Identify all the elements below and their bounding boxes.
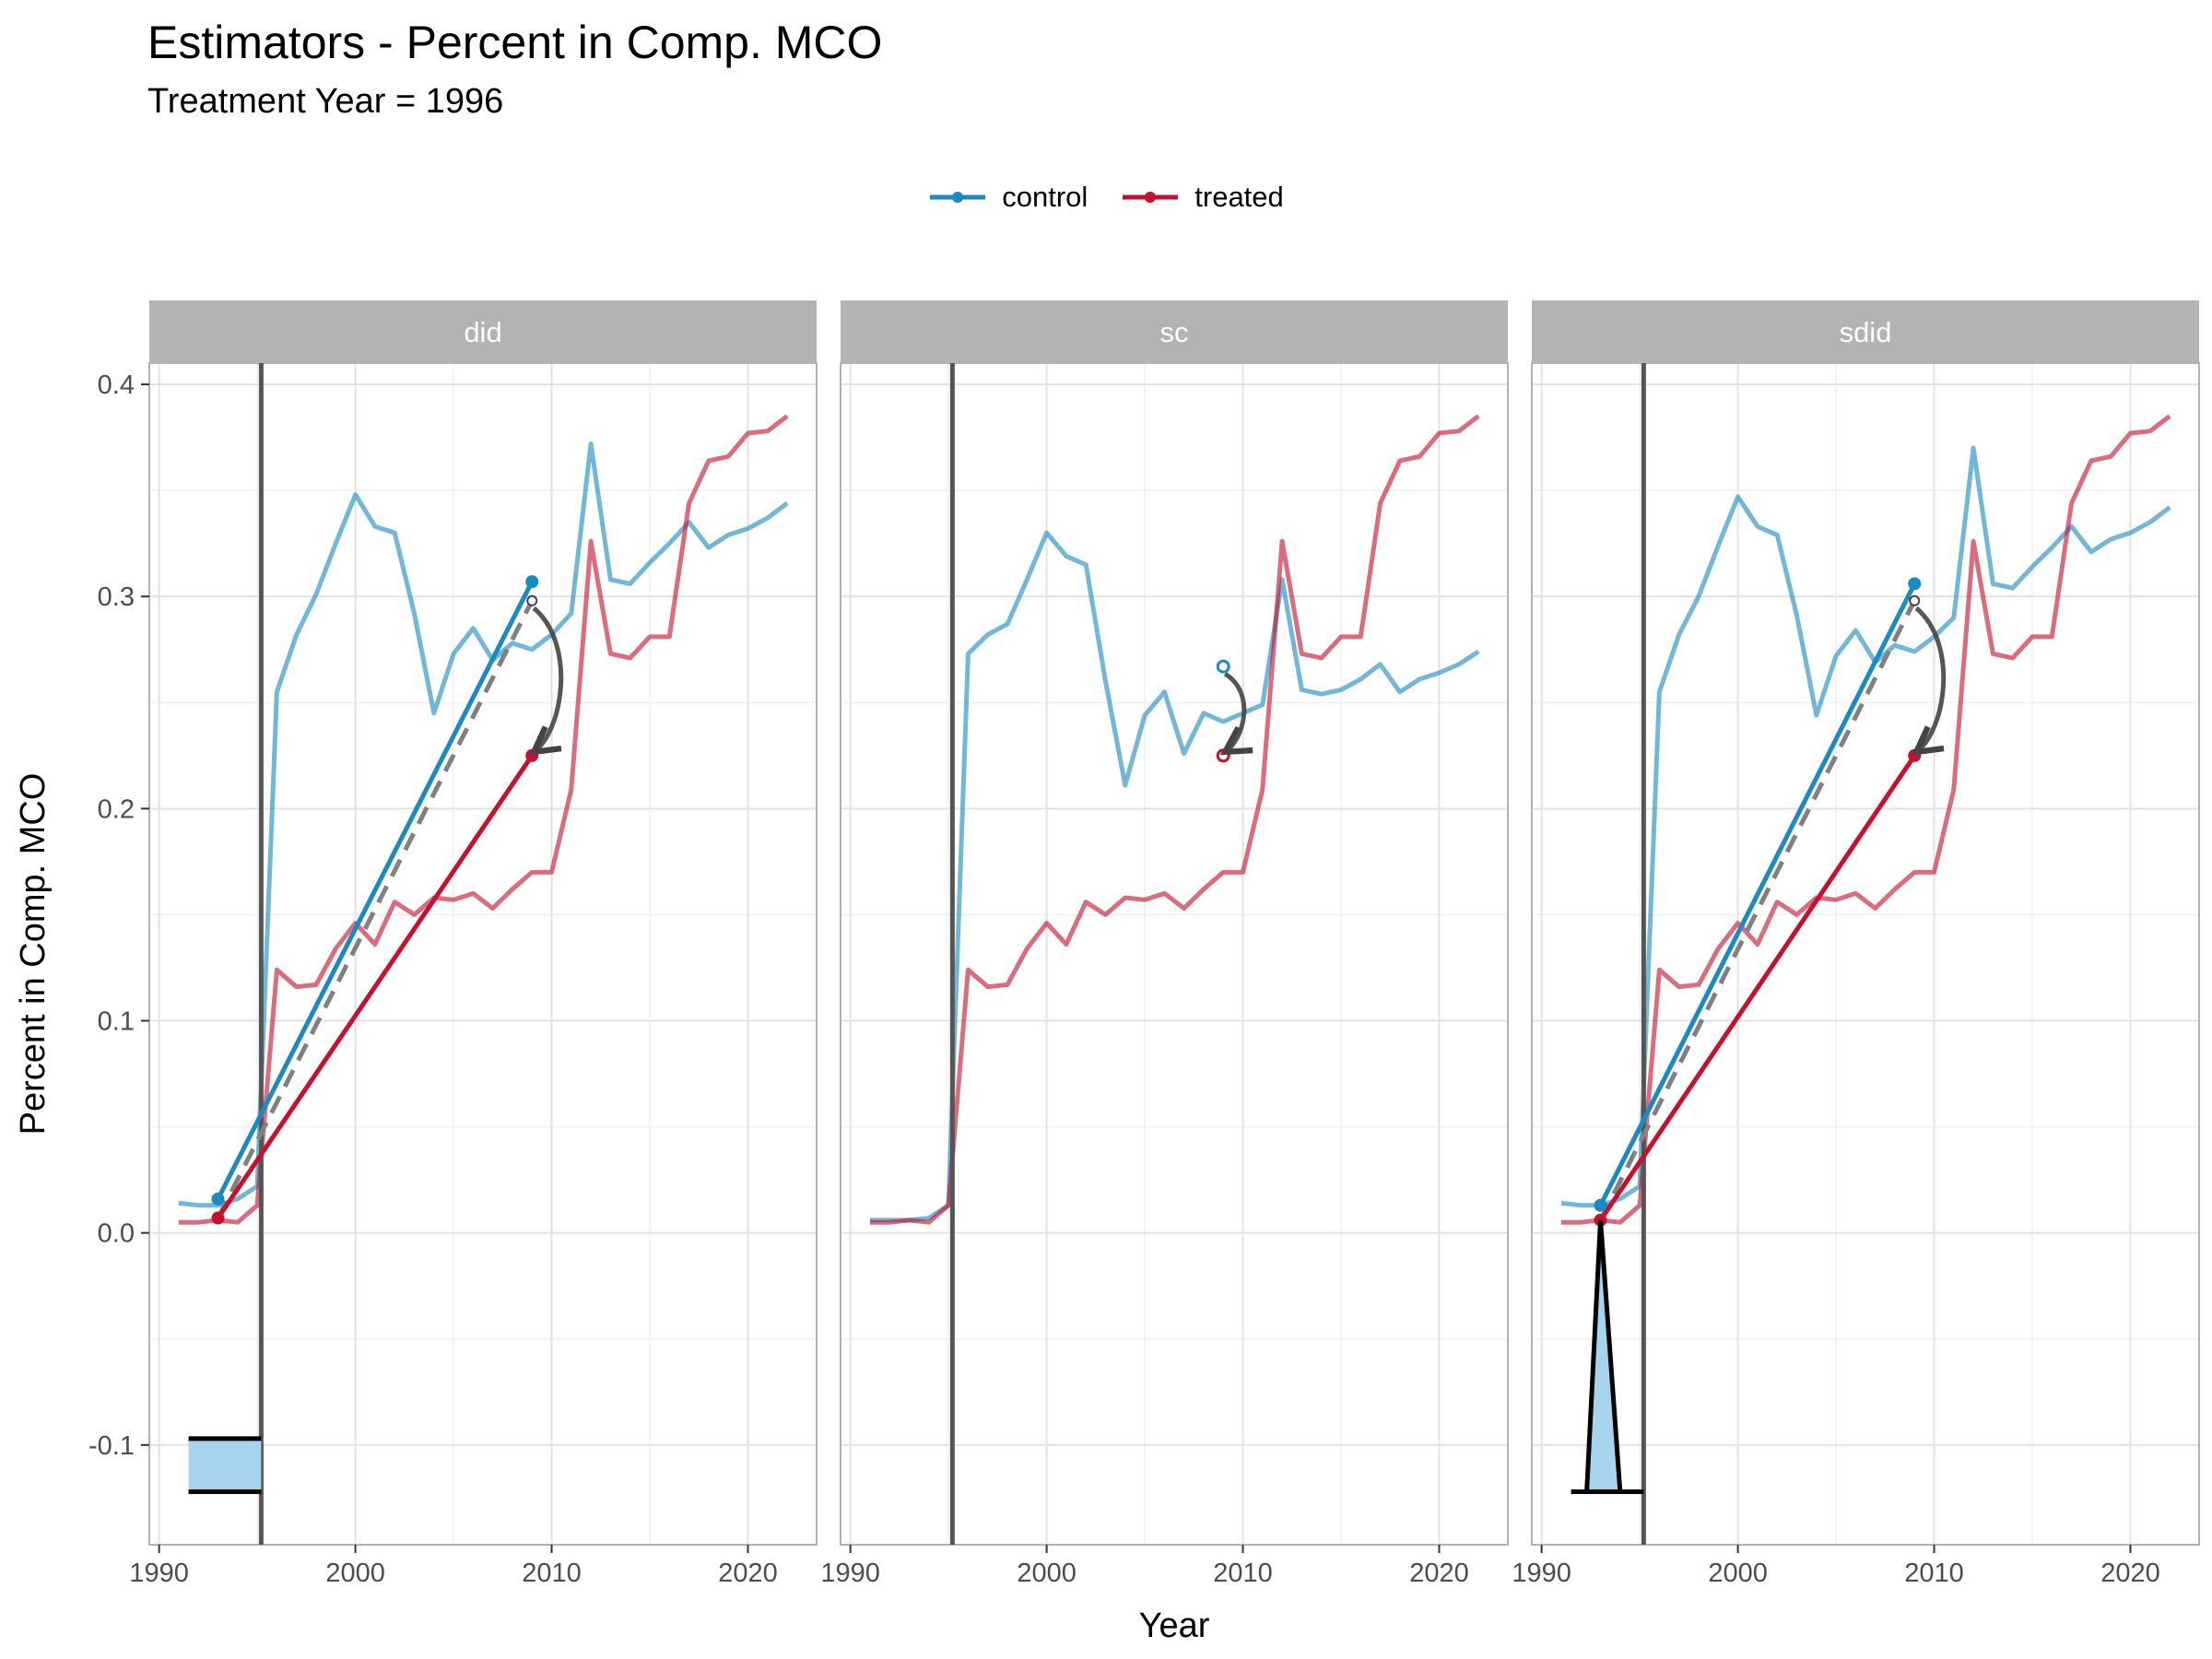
x-tick-label: 2000 [1017,1559,1077,1588]
estimator-point-control [1594,1198,1607,1212]
effect-arrow [1225,672,1244,752]
x-tick-label: 2000 [325,1559,385,1588]
x-tick-label: 1990 [820,1559,880,1588]
facet-label-sdid: sdid [1840,316,1892,348]
panel-border [148,362,818,1546]
legend-item-treated: treated [1121,181,1284,214]
legend: control treated [0,181,2212,214]
counterfactual-line [1598,599,1917,1221]
x-tick-label: 2000 [1708,1559,1768,1588]
x-tick-label: 1990 [1512,1559,1571,1588]
series-line-control [869,530,1480,1223]
legend-item-control: control [928,181,1088,214]
y-tick-label: -0.1 [88,1431,135,1461]
chart-title: Estimators - Percent in Comp. MCO [147,17,883,68]
counterfactual-line [216,599,535,1219]
x-tick-label: 2010 [522,1559,582,1588]
panel-sc: sc 1990 2000 2010 2020 [820,300,1509,1588]
y-tick-label: 0.3 [98,582,135,612]
legend-key-control [930,192,986,203]
effect-arrow [1916,606,1947,752]
series-line-treated [178,414,789,1225]
facet-strip-sdid [1532,300,2199,363]
estimator-line-control [1598,582,1917,1206]
x-tick-label: 1990 [129,1559,189,1588]
facet-label-sc: sc [1160,316,1189,348]
estimator-point-control [525,575,539,589]
x-tick-label: 2020 [2100,1559,2160,1588]
y-tick-label: 0.0 [98,1219,135,1249]
legend-key-treated [1123,192,1179,203]
estimator-point-treated [211,1211,225,1225]
facet-label-did: did [464,316,501,348]
y-axis-title: Percent in Comp. MCO [14,773,53,1135]
counterfactual-point [526,594,538,606]
estimator-line-treated [1598,754,1917,1222]
panel-border [840,362,1509,1546]
chart-subtitle: Treatment Year = 1996 [147,82,504,121]
x-tick-label: 2010 [1904,1559,1964,1588]
estimator-point-control [1216,659,1230,674]
time-weight-area [1583,1219,1623,1494]
facet-strip-sc [841,300,1508,363]
series-line-treated [869,414,1480,1225]
x-axis-title: Year [1139,1606,1210,1645]
legend-label-treated: treated [1194,181,1284,213]
estimator-point-control [1908,577,1922,591]
panel-did: did 1990 2000 2010 2020 -0.1 0.0 0.1 0.2 0.3 0.4 [88,300,818,1588]
estimator-point-control [211,1192,225,1206]
time-weight-area [188,1438,262,1492]
x-tick-label: 2020 [1409,1559,1469,1588]
y-tick-label: 0.4 [98,371,135,400]
facet-strip-did [149,300,817,363]
panel-sdid: sdid 1990 2000 2010 2020 [1512,300,2200,1588]
x-tick-label: 2020 [718,1559,778,1588]
y-tick-label: 0.1 [98,1007,135,1037]
counterfactual-point [1909,594,1921,606]
x-tick-label: 2010 [1213,1559,1273,1588]
effect-arrow [534,606,564,752]
estimator-line-control [216,580,535,1200]
panel-border [1531,362,2200,1546]
series-line-treated [1560,414,2171,1225]
y-tick-label: 0.2 [98,794,135,824]
estimator-line-treated [216,754,535,1219]
legend-label-control: control [1002,181,1088,213]
